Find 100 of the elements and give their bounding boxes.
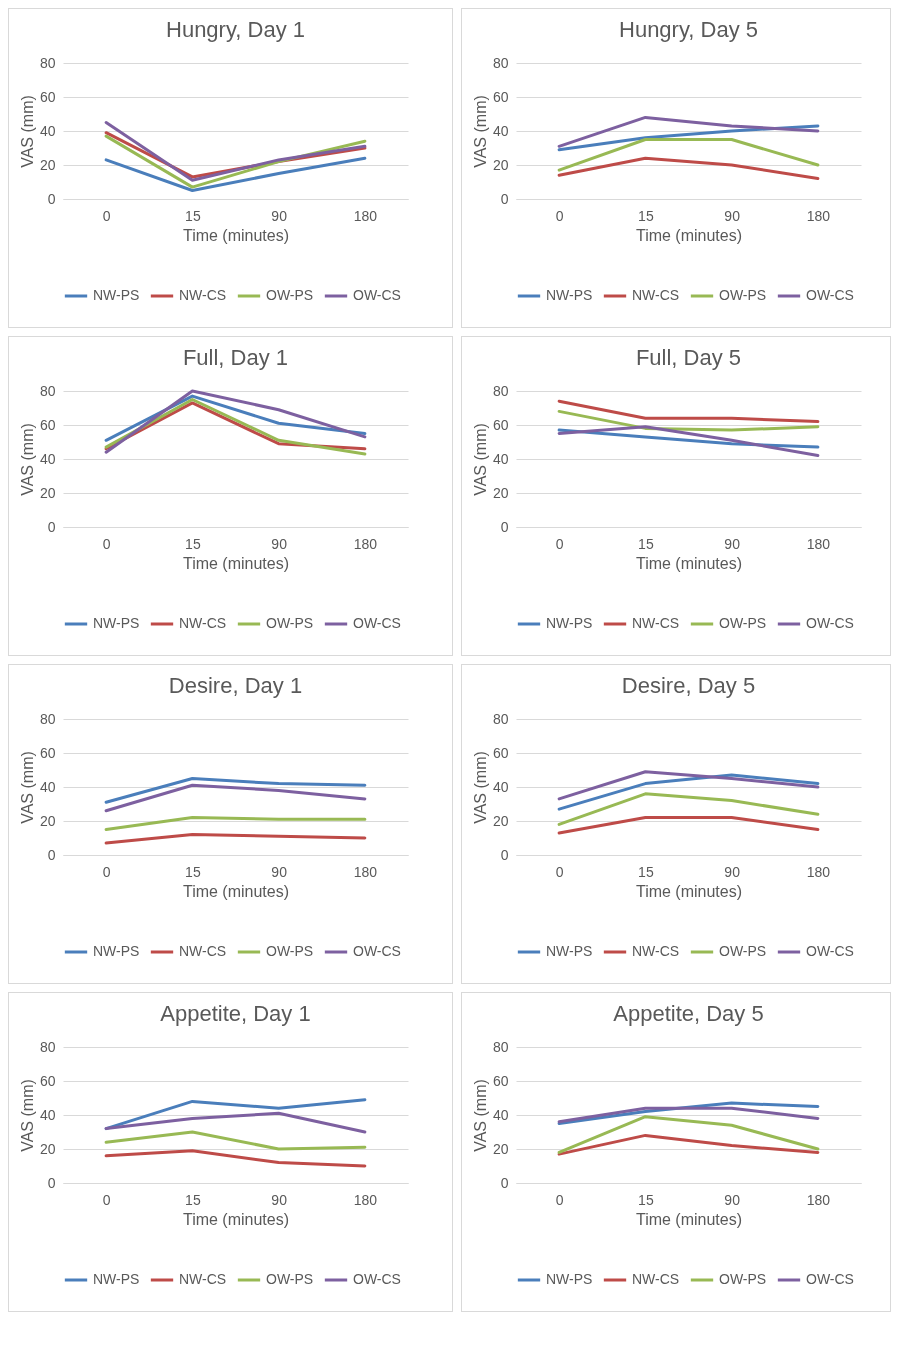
line-series: [104, 1111, 367, 1134]
y-tick-label: 0: [47, 518, 56, 535]
y-tick-label: 60: [39, 416, 56, 433]
x-tick-label: 0: [555, 207, 564, 224]
legend-label: NW-CS: [632, 1271, 680, 1287]
line-series: [104, 833, 367, 845]
y-tick-label: 40: [39, 122, 56, 139]
legend-label: OW-CS: [353, 615, 401, 631]
x-tick-label: 0: [102, 1191, 111, 1208]
x-tick-label: 90: [724, 207, 741, 224]
y-tick-label: 40: [492, 122, 509, 139]
chart-title: Appetite, Day 5: [613, 1001, 764, 1026]
legend-label: NW-PS: [546, 287, 593, 303]
x-tick-label: 15: [638, 1191, 654, 1208]
y-tick-label: 0: [500, 1174, 509, 1191]
x-axis-title: Time (minutes): [635, 554, 743, 572]
y-axis-title: VAS (mm): [18, 423, 36, 496]
y-tick-label: 0: [500, 190, 509, 207]
y-tick-label: 60: [39, 88, 56, 105]
x-axis-title: Time (minutes): [635, 1210, 743, 1228]
line-series: [557, 156, 820, 181]
y-tick-label: 40: [39, 778, 56, 795]
x-tick-label: 0: [102, 207, 111, 224]
y-tick-label: 60: [39, 1072, 56, 1089]
line-series: [557, 792, 820, 826]
x-tick-label: 180: [806, 863, 831, 880]
legend-label: NW-CS: [179, 1271, 227, 1287]
y-axis-title: VAS (mm): [18, 751, 36, 824]
line-series: [557, 425, 820, 458]
x-tick-label: 15: [638, 535, 654, 552]
line-series: [557, 1115, 820, 1154]
legend-label: OW-CS: [353, 943, 401, 959]
legend-label: NW-CS: [179, 615, 227, 631]
y-tick-label: 80: [39, 710, 56, 727]
legend-label: OW-CS: [806, 287, 854, 303]
line-series: [104, 1149, 367, 1168]
y-tick-label: 60: [492, 88, 509, 105]
y-axis-title: VAS (mm): [471, 751, 489, 824]
legend-label: OW-PS: [266, 1271, 314, 1287]
x-tick-label: 90: [271, 863, 288, 880]
y-tick-label: 60: [492, 416, 509, 433]
legend-label: NW-CS: [179, 287, 227, 303]
x-tick-label: 0: [102, 535, 111, 552]
legend-label: OW-PS: [719, 287, 767, 303]
legend-label: OW-PS: [719, 943, 767, 959]
y-tick-label: 60: [39, 744, 56, 761]
x-tick-label: 15: [638, 863, 654, 880]
y-tick-label: 0: [500, 846, 509, 863]
x-tick-label: 15: [638, 207, 654, 224]
x-tick-label: 0: [555, 1191, 564, 1208]
y-tick-label: 0: [47, 846, 56, 863]
chart-title: Full, Day 1: [182, 345, 289, 370]
legend-label: NW-PS: [546, 943, 593, 959]
y-tick-label: 80: [39, 54, 56, 71]
x-tick-label: 0: [555, 535, 564, 552]
legend-label: NW-CS: [632, 943, 680, 959]
x-tick-label: 180: [806, 535, 831, 552]
line-series: [104, 156, 367, 192]
x-tick-label: 180: [806, 1191, 831, 1208]
x-tick-label: 90: [724, 1191, 741, 1208]
chart-title: Hungry, Day 1: [166, 17, 305, 42]
x-tick-label: 180: [806, 207, 831, 224]
y-tick-label: 80: [39, 382, 56, 399]
y-tick-label: 80: [492, 710, 509, 727]
y-tick-label: 20: [492, 1140, 509, 1157]
x-axis-title: Time (minutes): [182, 226, 290, 244]
y-axis-title: VAS (mm): [18, 1079, 36, 1152]
x-axis-title: Time (minutes): [635, 882, 743, 900]
legend-label: NW-PS: [93, 615, 140, 631]
y-tick-label: 40: [492, 450, 509, 467]
y-tick-label: 80: [492, 54, 509, 71]
legend-label: NW-PS: [93, 287, 140, 303]
line-series: [104, 121, 367, 182]
y-tick-label: 20: [39, 1140, 56, 1157]
legend-label: OW-PS: [266, 615, 314, 631]
y-tick-label: 40: [39, 1106, 56, 1123]
x-tick-label: 90: [724, 535, 741, 552]
y-tick-label: 40: [39, 450, 56, 467]
legend-label: OW-CS: [353, 287, 401, 303]
legend-label: OW-CS: [806, 943, 854, 959]
legend-label: OW-PS: [266, 943, 314, 959]
line-series: [557, 1133, 820, 1156]
legend-label: NW-CS: [179, 943, 227, 959]
legend-label: NW-PS: [546, 1271, 593, 1287]
chart-title: Desire, Day 1: [168, 673, 303, 698]
y-tick-label: 20: [492, 156, 509, 173]
x-tick-label: 0: [102, 863, 111, 880]
line-series: [104, 1130, 367, 1151]
x-axis-title: Time (minutes): [635, 226, 743, 244]
y-tick-label: 20: [39, 156, 56, 173]
chart-title: Appetite, Day 1: [160, 1001, 311, 1026]
legend-label: OW-CS: [353, 1271, 401, 1287]
line-series: [104, 389, 367, 454]
y-axis-title: VAS (mm): [18, 95, 36, 168]
legend-label: OW-PS: [719, 615, 767, 631]
x-axis-title: Time (minutes): [182, 554, 290, 572]
x-tick-label: 15: [185, 207, 201, 224]
x-tick-label: 15: [185, 535, 201, 552]
y-tick-label: 60: [492, 744, 509, 761]
x-tick-label: 15: [185, 863, 201, 880]
